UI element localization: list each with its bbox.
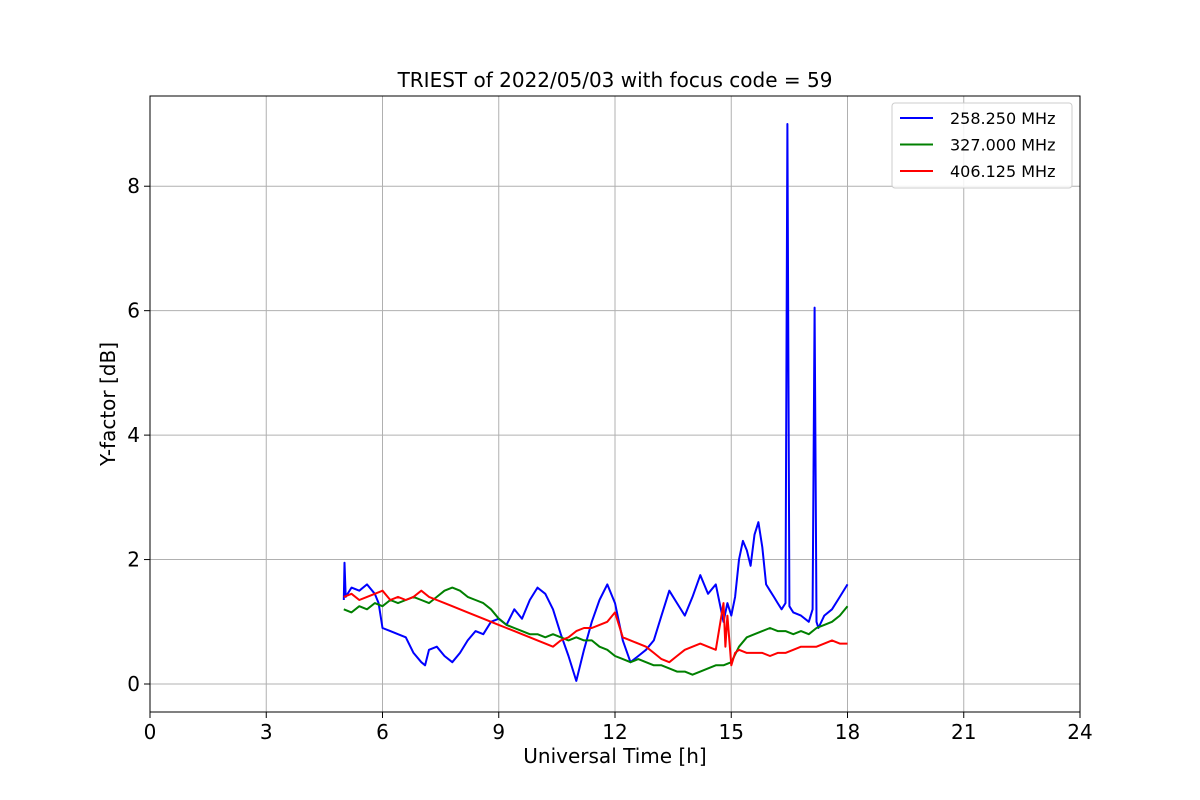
series-layer	[342, 123, 849, 682]
legend-label: 406.125 MHz	[950, 162, 1055, 181]
x-tick-label: 21	[951, 720, 976, 744]
x-tick-label: 15	[719, 720, 744, 744]
y-axis-label: Y-factor [dB]	[96, 342, 120, 467]
series-line-3	[343, 589, 848, 667]
y-tick-label: 2	[127, 548, 140, 572]
x-tick-label: 24	[1067, 720, 1092, 744]
x-tick-label: 0	[144, 720, 157, 744]
x-tick-label: 3	[260, 720, 273, 744]
series-line-2	[343, 586, 849, 676]
y-tick-label: 6	[127, 299, 140, 323]
legend-box	[891, 102, 1073, 189]
chart-title: TRIEST of 2022/05/03 with focus code = 5…	[397, 68, 833, 92]
legend: 258.250 MHz 327.000 MHz 406.125 MHz	[891, 102, 1073, 189]
legend-label: 327.000 MHz	[950, 136, 1055, 155]
series-line-1	[342, 123, 849, 682]
x-tick-label: 9	[492, 720, 505, 744]
y-tick-label: 4	[127, 423, 140, 447]
legend-label: 258.250 MHz	[950, 109, 1055, 128]
x-tick-label: 6	[376, 720, 389, 744]
y-tick-label: 0	[127, 672, 140, 696]
x-tick-label: 12	[602, 720, 627, 744]
x-axis-label: Universal Time [h]	[523, 744, 706, 768]
x-tick-label: 18	[835, 720, 860, 744]
y-tick-label: 8	[127, 174, 140, 198]
